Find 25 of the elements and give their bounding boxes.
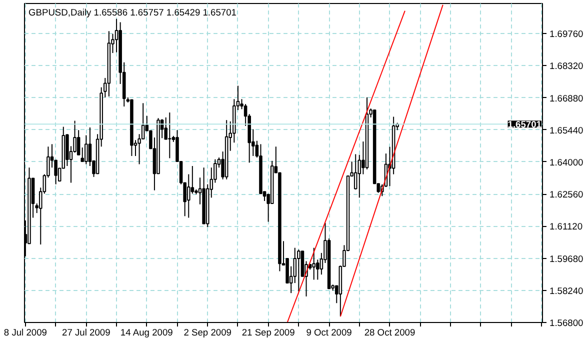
- ref-line-label: 1.65701: [508, 120, 542, 130]
- y-tick-label: 1.65440: [550, 125, 584, 136]
- y-tick-label: 1.58240: [550, 286, 584, 296]
- x-tick-label: 27 Jul 2009: [62, 328, 110, 338]
- x-tick-label: 21 Sep 2009: [242, 328, 295, 338]
- y-tick-label: 1.59680: [550, 254, 584, 264]
- x-tick-label: 2 Sep 2009: [184, 328, 232, 338]
- candlestick: [80, 147, 84, 162]
- y-tick-label: 1.69760: [550, 29, 584, 40]
- candlestick: [297, 249, 300, 292]
- y-tick-label: 1.68320: [550, 61, 584, 72]
- chart-title: GBPUSD,Daily 1.65586 1.65757 1.65429 1.65701: [28, 8, 236, 18]
- candlestick: [354, 154, 358, 190]
- candlestick: [168, 112, 172, 159]
- x-tick-label: 9 Oct 2009: [306, 328, 352, 338]
- x-tick-label: 8 Jul 2009: [4, 328, 47, 338]
- y-tick-label: 1.62560: [550, 190, 584, 200]
- candlestick: [312, 247, 316, 280]
- y-tick-label: 1.64000: [550, 157, 584, 168]
- candlestick: [84, 134, 88, 165]
- x-tick-label: 14 Aug 2009: [120, 328, 173, 338]
- y-tick-label: 1.66880: [550, 93, 584, 104]
- x-tick-label: 28 Oct 2009: [364, 328, 416, 338]
- y-tick-label: 1.56800: [550, 318, 584, 328]
- y-tick-label: 1.61120: [550, 222, 583, 232]
